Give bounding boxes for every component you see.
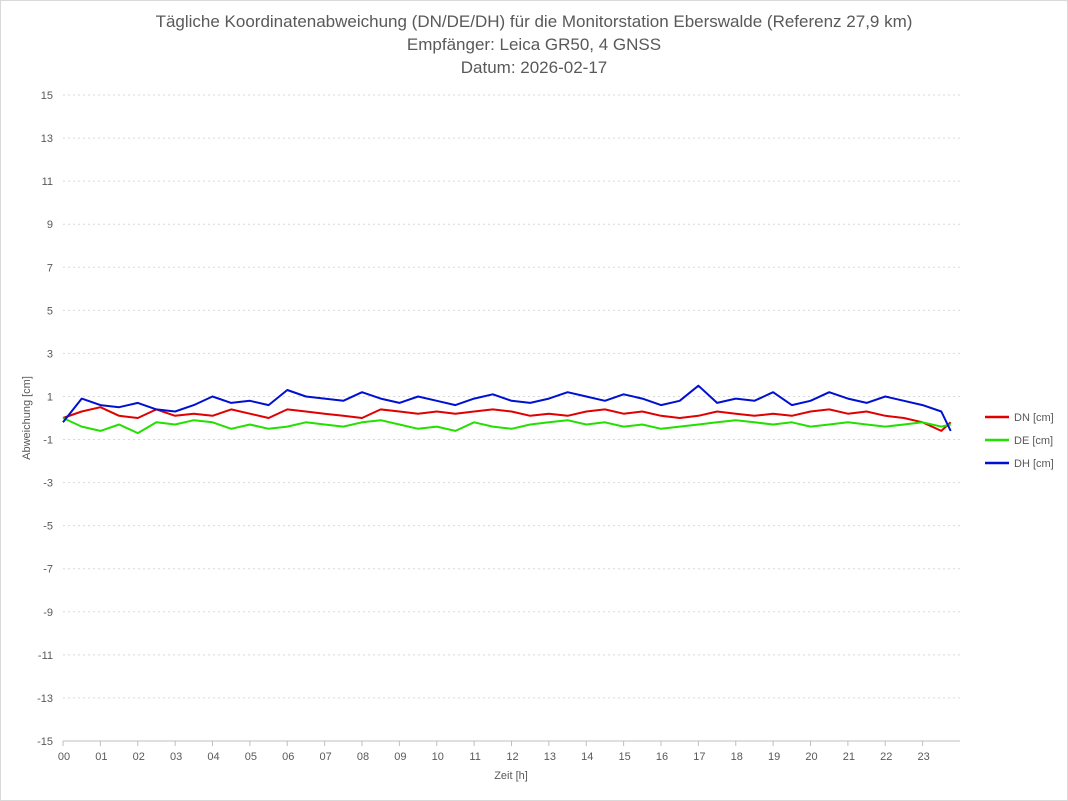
gridlines	[63, 94, 960, 699]
x-tick-label: 01	[95, 751, 107, 763]
x-tick-label: 02	[133, 751, 145, 763]
x-tick-label: 08	[357, 751, 369, 763]
legend-label: DE [cm]	[1014, 435, 1053, 447]
y-tick-label: 13	[41, 133, 53, 145]
x-tick-label: 06	[282, 751, 294, 763]
series-line-dh	[62, 384, 952, 432]
legend-label: DN [cm]	[1014, 412, 1054, 424]
legend: DN [cm] DE [cm] DH [cm]	[985, 412, 1054, 470]
x-tick-label: 14	[581, 751, 593, 763]
y-tick-label: -1	[43, 435, 53, 447]
x-tick-label: 04	[207, 751, 219, 763]
x-tick-label: 23	[918, 751, 930, 763]
x-tick-label: 18	[731, 751, 743, 763]
x-tick-label: 21	[843, 751, 855, 763]
y-tick-label: 1	[47, 391, 53, 403]
y-tick-label: -7	[43, 564, 53, 576]
x-tick-label: 05	[245, 751, 257, 763]
x-axis-label: Zeit [h]	[494, 770, 528, 782]
x-tick-label: 03	[170, 751, 182, 763]
series-line-de	[62, 417, 951, 435]
x-tick-label: 12	[506, 751, 518, 763]
y-tick-label: -13	[37, 693, 53, 705]
legend-label: DH [cm]	[1014, 458, 1054, 470]
x-tick-label: 20	[805, 751, 817, 763]
x-tick-label: 17	[693, 751, 705, 763]
chart-date: Datum: 2026-02-17	[460, 58, 608, 77]
y-axis-label: Abweichung [cm]	[21, 376, 33, 460]
y-tick-label: -5	[43, 521, 53, 533]
x-tick-label: 11	[469, 751, 480, 763]
series-lines	[62, 384, 952, 435]
x-axis-ticks: 00 01 02 03 04 05 06 07 08 09 10 11 12 13 14 15 16 17 18 19…	[58, 741, 930, 763]
chart-subtitle: Empfänger: Leica GR50, 4 GNSS	[406, 35, 662, 54]
x-tick-label: 10	[432, 751, 444, 763]
x-tick-label: 00	[58, 751, 70, 763]
x-tick-label: 13	[544, 751, 556, 763]
x-tick-label: 16	[656, 751, 668, 763]
y-tick-label: 7	[47, 262, 53, 274]
y-tick-label: 3	[47, 348, 53, 360]
y-tick-label: -15	[37, 736, 53, 748]
y-tick-label: 15	[41, 90, 53, 102]
x-tick-label: 07	[320, 751, 332, 763]
x-tick-label: 22	[880, 751, 892, 763]
x-tick-label: 15	[619, 751, 631, 763]
series-line-dn	[62, 406, 952, 432]
y-axis-ticks: 15 13 11 9 7 5 3 1 -1 -3 -5 -7 -9 -11 -13 -15	[37, 90, 53, 748]
y-tick-label: 9	[47, 219, 53, 231]
y-tick-label: -3	[43, 478, 53, 490]
y-tick-label: 5	[47, 305, 53, 317]
chart-title: Tägliche Koordinatenabweichung (DN/DE/DH…	[155, 12, 913, 31]
y-tick-label: -11	[38, 650, 53, 662]
x-tick-label: 09	[394, 751, 406, 763]
y-tick-label: 11	[42, 176, 53, 188]
y-tick-label: -9	[43, 607, 53, 619]
x-tick-label: 19	[768, 751, 780, 763]
